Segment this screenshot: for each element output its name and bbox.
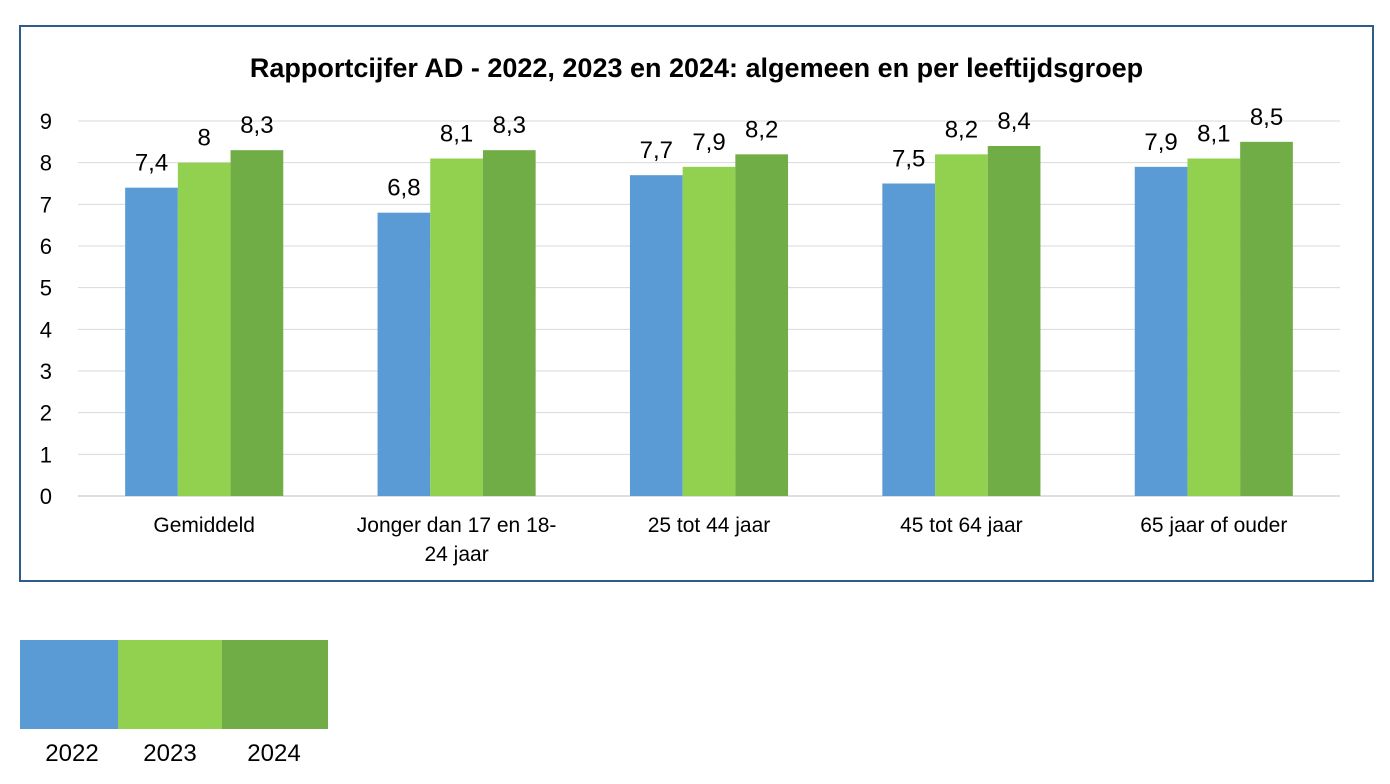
data-label: 8,2 — [745, 116, 778, 143]
y-tick-label: 1 — [40, 442, 52, 467]
data-label: 7,7 — [640, 137, 673, 164]
chart-frame: Rapportcijfer AD - 2022, 2023 en 2024: a… — [19, 25, 1374, 582]
bar-2023 — [935, 154, 988, 497]
x-tick-label: 65 jaar of ouder — [1140, 514, 1287, 537]
data-label: 8,3 — [240, 112, 273, 139]
data-label: 8,4 — [997, 108, 1030, 135]
bar-2024 — [1240, 141, 1293, 497]
bar-2022 — [882, 183, 936, 496]
bar-2023 — [177, 162, 231, 496]
data-label: 7,5 — [892, 146, 925, 173]
y-tick-label: 6 — [40, 234, 52, 259]
x-tick-label: Jonger dan 17 en 18- — [357, 514, 557, 537]
data-label: 8 — [198, 125, 211, 152]
bar-2022 — [629, 175, 683, 496]
legend-label-2022: 2022 — [45, 740, 99, 767]
y-tick-label: 3 — [40, 359, 52, 384]
y-tick-label: 7 — [40, 192, 52, 217]
legend-label-2023: 2023 — [143, 740, 197, 767]
chart-title: Rapportcijfer AD - 2022, 2023 en 2024: a… — [249, 53, 1144, 83]
legend-swatch-2023 — [118, 640, 222, 729]
legend-swatch-2024 — [222, 640, 328, 729]
legend-swatch-2022 — [20, 640, 118, 729]
bar-2024 — [482, 150, 536, 496]
y-tick-label: 4 — [40, 317, 52, 342]
y-tick-label: 2 — [40, 401, 52, 426]
bar-2024 — [230, 150, 284, 496]
bar-2023 — [682, 166, 736, 497]
x-tick-label: Gemiddeld — [153, 514, 255, 537]
x-tick-label: 45 tot 64 jaar — [900, 514, 1023, 537]
bar-2024 — [987, 146, 1041, 496]
y-tick-label: 9 — [40, 109, 52, 134]
y-tick-label: 5 — [40, 276, 52, 301]
data-label: 6,8 — [387, 175, 420, 202]
bar-2023 — [1187, 158, 1241, 496]
data-label: 8,3 — [493, 112, 526, 139]
x-tick-label: 25 tot 44 jaar — [648, 514, 771, 537]
x-tick-label: 24 jaar — [424, 543, 488, 566]
data-label: 7,4 — [135, 150, 168, 177]
legend-label-2024: 2024 — [247, 740, 301, 767]
data-label: 8,2 — [945, 116, 978, 143]
data-label: 8,1 — [1197, 121, 1230, 148]
bar-2022 — [125, 187, 178, 496]
bar-2022 — [1134, 166, 1188, 497]
data-label: 7,9 — [692, 129, 725, 156]
bar-2024 — [735, 154, 789, 497]
y-tick-label: 8 — [40, 151, 52, 176]
data-label: 7,9 — [1144, 129, 1177, 156]
y-tick-label: 0 — [40, 484, 52, 509]
data-label: 8,1 — [440, 121, 473, 148]
bar-2022 — [377, 212, 431, 496]
data-label: 8,5 — [1250, 104, 1283, 131]
bar-2023 — [430, 158, 483, 496]
